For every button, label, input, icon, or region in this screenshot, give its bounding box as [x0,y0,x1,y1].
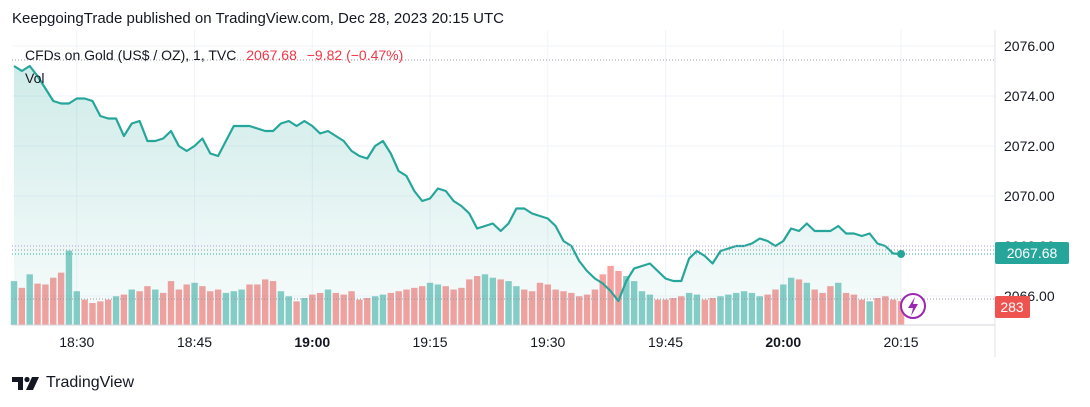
lightning-icon[interactable] [900,293,926,319]
volume-label: Vol [25,70,45,86]
volume-badge-text: 283 [1000,299,1024,315]
price-badge-text: 2067.68 [1007,245,1058,261]
legend-price: 2067.68 [246,47,297,63]
x-tick-label: 19:00 [294,334,330,350]
y-axis-ticks: 2076.002074.002072.002070.002066.002068.… [1004,38,1055,304]
x-axis-ticks: 18:30 18:45 19:00 19:15 19:30 19:45 20:00 20:15 [59,334,918,350]
y-tick-label: 2070.00 [1004,188,1055,204]
x-tick-label: 19:15 [413,334,448,350]
price-badge: 2067.68 [995,242,1069,264]
x-tick-label: 19:45 [648,334,683,350]
publisher-line: KeepgoingTrade published on TradingView.… [12,10,504,27]
price-area [14,66,901,325]
x-tick-label: 18:45 [177,334,212,350]
y-tick-label: 2076.00 [1004,38,1055,54]
x-tick-label: 19:30 [530,334,565,350]
footer-brand-text: TradingView [46,374,135,391]
legend-change: −9.82 (−0.47%) [306,47,404,63]
x-tick-label: 18:30 [59,334,94,350]
tradingview-logo-icon [12,376,39,390]
last-price-dot [897,250,906,258]
x-tick-label: 20:00 [765,334,801,350]
y-tick-label: 2074.00 [1004,88,1055,104]
chart-legend: CFDs on Gold (US$ / OZ), 1, TVC 2067.68 … [25,47,403,63]
volume-badge: 283 [995,296,1030,318]
y-tick-label: 2072.00 [1004,138,1055,154]
reference-lines [12,59,995,300]
legend-symbol: CFDs on Gold (US$ / OZ), 1, TVC [25,47,237,63]
footer-brand[interactable]: TradingView [12,374,134,392]
volume-bar [897,301,905,325]
x-tick-label: 20:15 [884,334,919,350]
price-line [13,64,902,303]
